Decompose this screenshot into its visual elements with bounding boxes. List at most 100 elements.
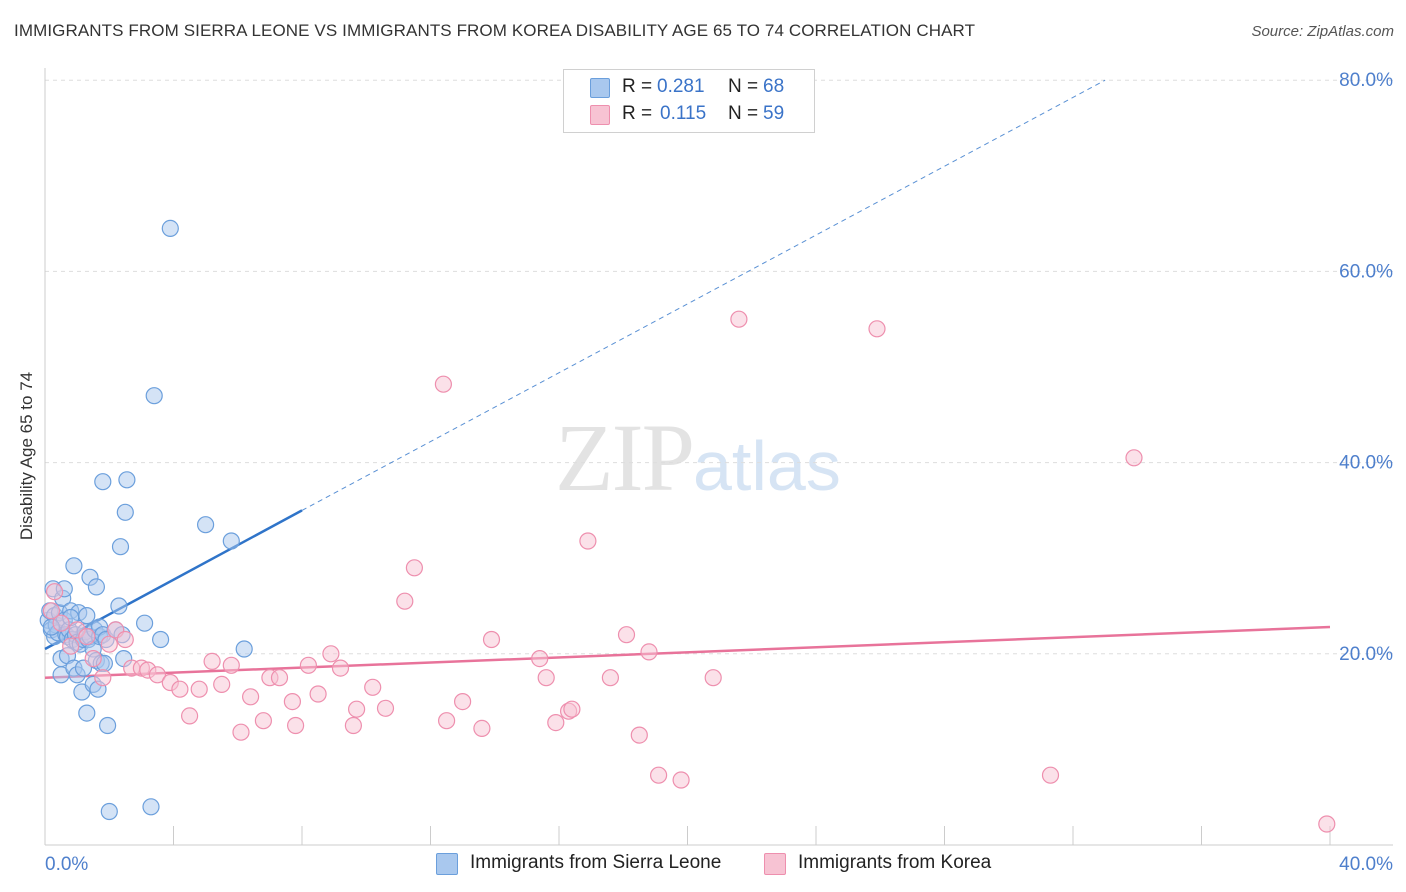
bottom-legend-swatch-pink: [764, 853, 786, 875]
point-korea: [331, 659, 350, 677]
legend-swatch-blue: [590, 78, 610, 98]
legend-r-label: R =: [622, 103, 653, 124]
point-sierra-leone: [118, 471, 136, 489]
point-korea: [434, 375, 452, 393]
point-korea: [563, 700, 581, 718]
x-tick-label: 40.0%: [1339, 854, 1393, 875]
point-korea: [52, 614, 70, 632]
legend-swatch-pink: [590, 105, 610, 125]
point-korea: [62, 637, 80, 655]
point-korea: [299, 656, 317, 674]
point-korea: [116, 630, 134, 649]
point-sierra-leone: [78, 606, 96, 625]
point-sierra-leone: [87, 578, 106, 596]
axes: [44, 68, 1393, 846]
point-korea: [171, 680, 189, 698]
point-sierra-leone: [222, 532, 240, 550]
y-tick-label: 20.0%: [1339, 644, 1393, 665]
point-korea: [222, 656, 240, 674]
watermark-zip: ZIP: [555, 404, 695, 511]
trendlines: [44, 79, 1331, 679]
point-korea: [309, 685, 327, 703]
bottom-legend-label: Immigrants from Korea: [798, 852, 992, 873]
point-korea: [42, 602, 61, 620]
point-korea: [322, 645, 340, 663]
point-korea: [254, 712, 272, 730]
point-sierra-leone: [94, 473, 112, 491]
point-korea: [364, 678, 382, 696]
point-sierra-leone: [111, 538, 130, 556]
point-korea: [348, 700, 366, 718]
point-korea: [531, 649, 549, 668]
point-korea: [601, 669, 620, 687]
point-korea: [190, 680, 208, 698]
point-sierra-leone: [65, 557, 83, 575]
point-korea: [45, 583, 64, 601]
point-korea: [405, 559, 423, 577]
trendline-korea: [44, 625, 1331, 679]
point-korea: [649, 766, 668, 784]
y-tick-label: 60.0%: [1339, 261, 1393, 282]
legend: R = 0.281 N = 68 R = 0.115 N = 59: [563, 69, 815, 133]
point-korea: [287, 716, 305, 735]
point-sierra-leone: [136, 614, 154, 632]
legend-r-value: 0.281: [657, 76, 705, 97]
point-korea: [283, 692, 301, 711]
y-tick-label: 40.0%: [1339, 453, 1393, 474]
point-korea: [270, 669, 289, 687]
point-sierra-leone: [116, 503, 134, 521]
source-credit: Source: ZipAtlas.com: [1251, 23, 1394, 40]
point-korea: [376, 699, 395, 717]
legend-r-label: R =: [622, 76, 653, 97]
point-korea: [579, 532, 597, 550]
legend-n-value: 59: [763, 103, 785, 124]
point-korea: [94, 669, 112, 687]
point-sierra-leone: [110, 597, 128, 615]
y-tick-label: 80.0%: [1339, 70, 1393, 91]
point-korea: [396, 592, 414, 610]
legend-n-value: 68: [763, 76, 785, 97]
point-korea: [640, 643, 658, 661]
bottom-legend-swatch-blue: [436, 853, 458, 875]
point-korea: [672, 771, 690, 789]
point-korea: [617, 626, 636, 644]
point-korea: [868, 320, 886, 338]
point-korea: [1041, 766, 1060, 784]
point-sierra-leone: [98, 716, 117, 735]
point-korea: [1318, 815, 1336, 833]
point-korea: [78, 627, 96, 646]
point-korea: [232, 723, 250, 741]
bottom-legend-label: Immigrants from Sierra Leone: [470, 852, 722, 873]
point-korea: [547, 713, 565, 732]
point-korea: [100, 635, 118, 653]
legend-r-value: 0.115: [660, 103, 707, 124]
point-korea: [242, 688, 260, 706]
tick-labels: 20.0% 40.0% 60.0% 80.0% 0.0% 40.0%: [45, 70, 1393, 875]
point-korea: [84, 649, 102, 668]
point-korea: [1125, 449, 1143, 467]
point-korea: [181, 707, 199, 725]
point-sierra-leone: [142, 798, 160, 816]
point-korea: [482, 630, 501, 649]
trendline-sierra-leone-extrapolated: [301, 79, 1106, 511]
point-sierra-leone: [235, 640, 253, 658]
legend-n-label: N =: [728, 76, 759, 97]
point-sierra-leone: [197, 516, 215, 534]
watermark: ZIPatlas: [555, 402, 841, 513]
chart-title: IMMIGRANTS FROM SIERRA LEONE VS IMMIGRAN…: [14, 21, 976, 40]
data-points: [39, 219, 1336, 833]
point-sierra-leone: [161, 219, 179, 237]
point-sierra-leone: [78, 704, 96, 722]
point-korea: [203, 652, 221, 671]
point-korea: [213, 675, 231, 694]
point-sierra-leone: [152, 630, 170, 649]
point-korea: [473, 719, 491, 738]
point-korea: [438, 712, 456, 730]
point-korea: [148, 666, 166, 684]
legend-n-label: N =: [728, 103, 759, 124]
point-korea: [704, 669, 722, 687]
point-korea: [537, 669, 555, 687]
point-sierra-leone: [145, 387, 163, 405]
grid-lines: [45, 79, 1393, 655]
x-tick-label: 0.0%: [45, 854, 88, 875]
